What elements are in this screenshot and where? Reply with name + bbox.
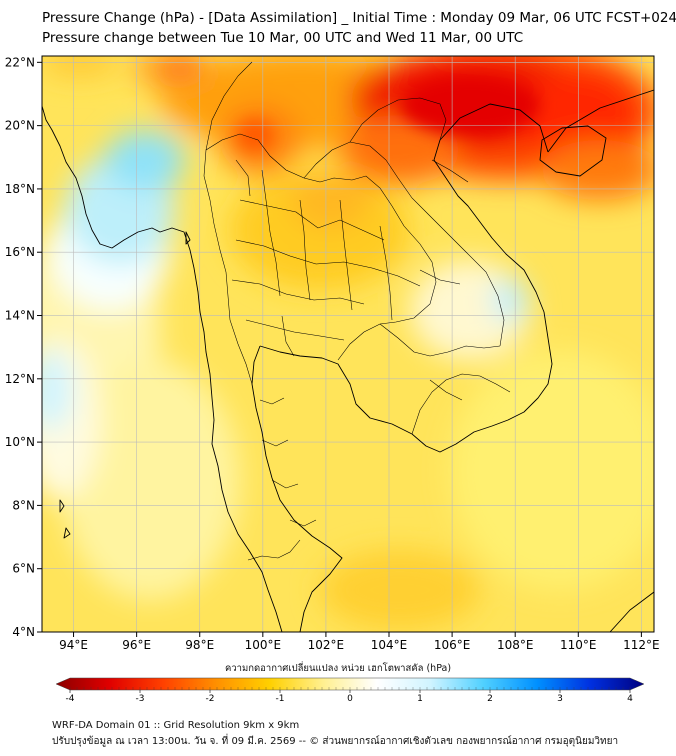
lon-label: 96°E xyxy=(122,638,151,652)
lat-label: 22°N xyxy=(5,55,35,69)
colorbar: -4 -3 -2 -1 0 1 2 3 4 xyxy=(55,677,645,704)
colorbar-tick-label: -4 xyxy=(66,694,75,704)
pressure-field xyxy=(42,56,654,632)
footer-model-info: WRF-DA Domain 01 :: Grid Resolution 9km … xyxy=(52,720,300,731)
lat-label: 20°N xyxy=(5,119,35,133)
lat-label: 18°N xyxy=(5,182,35,196)
lat-label: 16°N xyxy=(5,245,35,259)
lat-label: 14°N xyxy=(5,309,35,323)
coastline xyxy=(42,89,654,632)
colorbar-tick-label: 2 xyxy=(487,694,493,704)
colorbar-ticks: -4 -3 -2 -1 0 1 2 3 4 xyxy=(66,687,633,704)
colorbar-tick-label: 0 xyxy=(347,694,353,704)
lat-label: 10°N xyxy=(5,435,35,449)
lat-label: 6°N xyxy=(12,562,35,576)
graticule xyxy=(42,56,654,632)
lon-label: 108°E xyxy=(497,638,534,652)
lon-label: 104°E xyxy=(371,638,408,652)
latitude-ticks: 22°N 20°N 18°N 16°N 14°N 12°N 10°N 8°N 6°N 4°N xyxy=(5,55,42,639)
lat-label: 8°N xyxy=(12,498,35,512)
colorbar-tick-label: 4 xyxy=(627,694,633,704)
map-subtitle: Pressure change between Tue 10 Mar, 00 U… xyxy=(42,30,524,46)
map-title: Pressure Change (hPa) - [Data Assimilati… xyxy=(42,10,676,26)
admin-borders xyxy=(203,61,511,561)
lon-label: 94°E xyxy=(59,638,88,652)
lon-label: 98°E xyxy=(185,638,214,652)
colorbar-title: ความกดอากาศเปลี่ยนแปลง หน่วย เฮกโตพาสคัล… xyxy=(224,663,452,674)
colorbar-tick-label: 1 xyxy=(417,694,423,704)
lon-label: 112°E xyxy=(623,638,660,652)
lat-label: 4°N xyxy=(12,625,35,639)
lon-label: 100°E xyxy=(245,638,282,652)
colorbar-tick-label: 3 xyxy=(557,694,563,704)
longitude-ticks: 94°E 96°E 98°E 100°E 102°E 104°E 106°E 108°E 110… xyxy=(59,632,660,652)
lat-label: 12°N xyxy=(5,372,35,386)
lon-label: 110°E xyxy=(560,638,597,652)
lon-label: 102°E xyxy=(308,638,345,652)
footer-update-info: ปรับปรุงข้อมูล ณ เวลา 13:00น. วัน จ. ที่… xyxy=(52,736,619,747)
lon-label: 106°E xyxy=(434,638,471,652)
colorbar-tick-label: -3 xyxy=(136,694,145,704)
map-frame xyxy=(41,55,655,633)
colorbar-tick-label: -2 xyxy=(206,694,215,704)
colorbar-tick-label: -1 xyxy=(276,694,285,704)
